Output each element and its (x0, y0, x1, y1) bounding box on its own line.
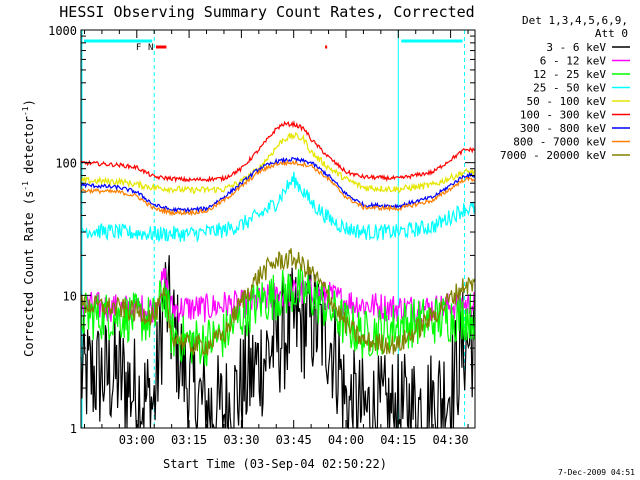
x-tick-label: 03:00 (119, 433, 155, 447)
legend-label: 300 - 800 keV (520, 122, 606, 135)
x-tick-label: 04:30 (433, 433, 469, 447)
legend-label: 12 - 25 keV (533, 68, 606, 81)
series-800-7000keV (80, 159, 475, 217)
legend-label: 7000 - 20000 keV (500, 149, 606, 162)
x-tick-label: 03:30 (223, 433, 259, 447)
series-3-6keV (80, 255, 476, 430)
y-tick-label: 1 (70, 422, 77, 436)
legend-label: 50 - 100 keV (527, 95, 607, 108)
y-axis-label: Corrected Count Rate (s-1 detector-1) (21, 99, 36, 357)
series-25-50keV (80, 171, 476, 243)
plot-frame (80, 29, 476, 429)
annotation-F: F (136, 43, 141, 53)
footer-timestamp: 7-Dec-2009 04:51 (558, 468, 635, 477)
series-50-100keV (80, 131, 476, 195)
annotation-N: N (148, 43, 153, 53)
x-tick-label: 03:15 (171, 433, 207, 447)
svg-text:Corrected Count Rate (s-1 dete: Corrected Count Rate (s-1 detector-1) (21, 99, 36, 357)
chart-title: HESSI Observing Summary Count Rates, Cor… (59, 3, 474, 21)
y-tick-label: 100 (55, 157, 77, 171)
series-layer (80, 120, 476, 430)
legend-header: Det 1,3,4,5,6,9, (522, 14, 628, 27)
axes: 03:00 03:15 03:30 03:45 04:00 04:15 04:30 1 10 10… (48, 24, 476, 447)
series-300-800keV (80, 156, 476, 214)
y-tick-label: 1000 (48, 24, 77, 38)
legend-header: Att 0 (595, 27, 628, 40)
series-12-25keV (80, 266, 476, 367)
series-7000-20000keV (80, 248, 476, 357)
legend-label: 25 - 50 keV (533, 82, 606, 95)
series-100-300keV (80, 120, 476, 183)
legend-label: 3 - 6 keV (546, 41, 606, 54)
legend-label: 100 - 300 keV (520, 109, 606, 122)
x-axis-label: Start Time (03-Sep-04 02:50:22) (163, 457, 387, 471)
y-tick-label: 10 (63, 289, 77, 303)
x-tick-label: 04:15 (380, 433, 416, 447)
x-tick-label: 03:45 (276, 433, 312, 447)
legend-label: 6 - 12 keV (540, 55, 607, 68)
x-tick-label: 04:00 (328, 433, 364, 447)
legend-label: 800 - 7000 keV (513, 136, 606, 149)
